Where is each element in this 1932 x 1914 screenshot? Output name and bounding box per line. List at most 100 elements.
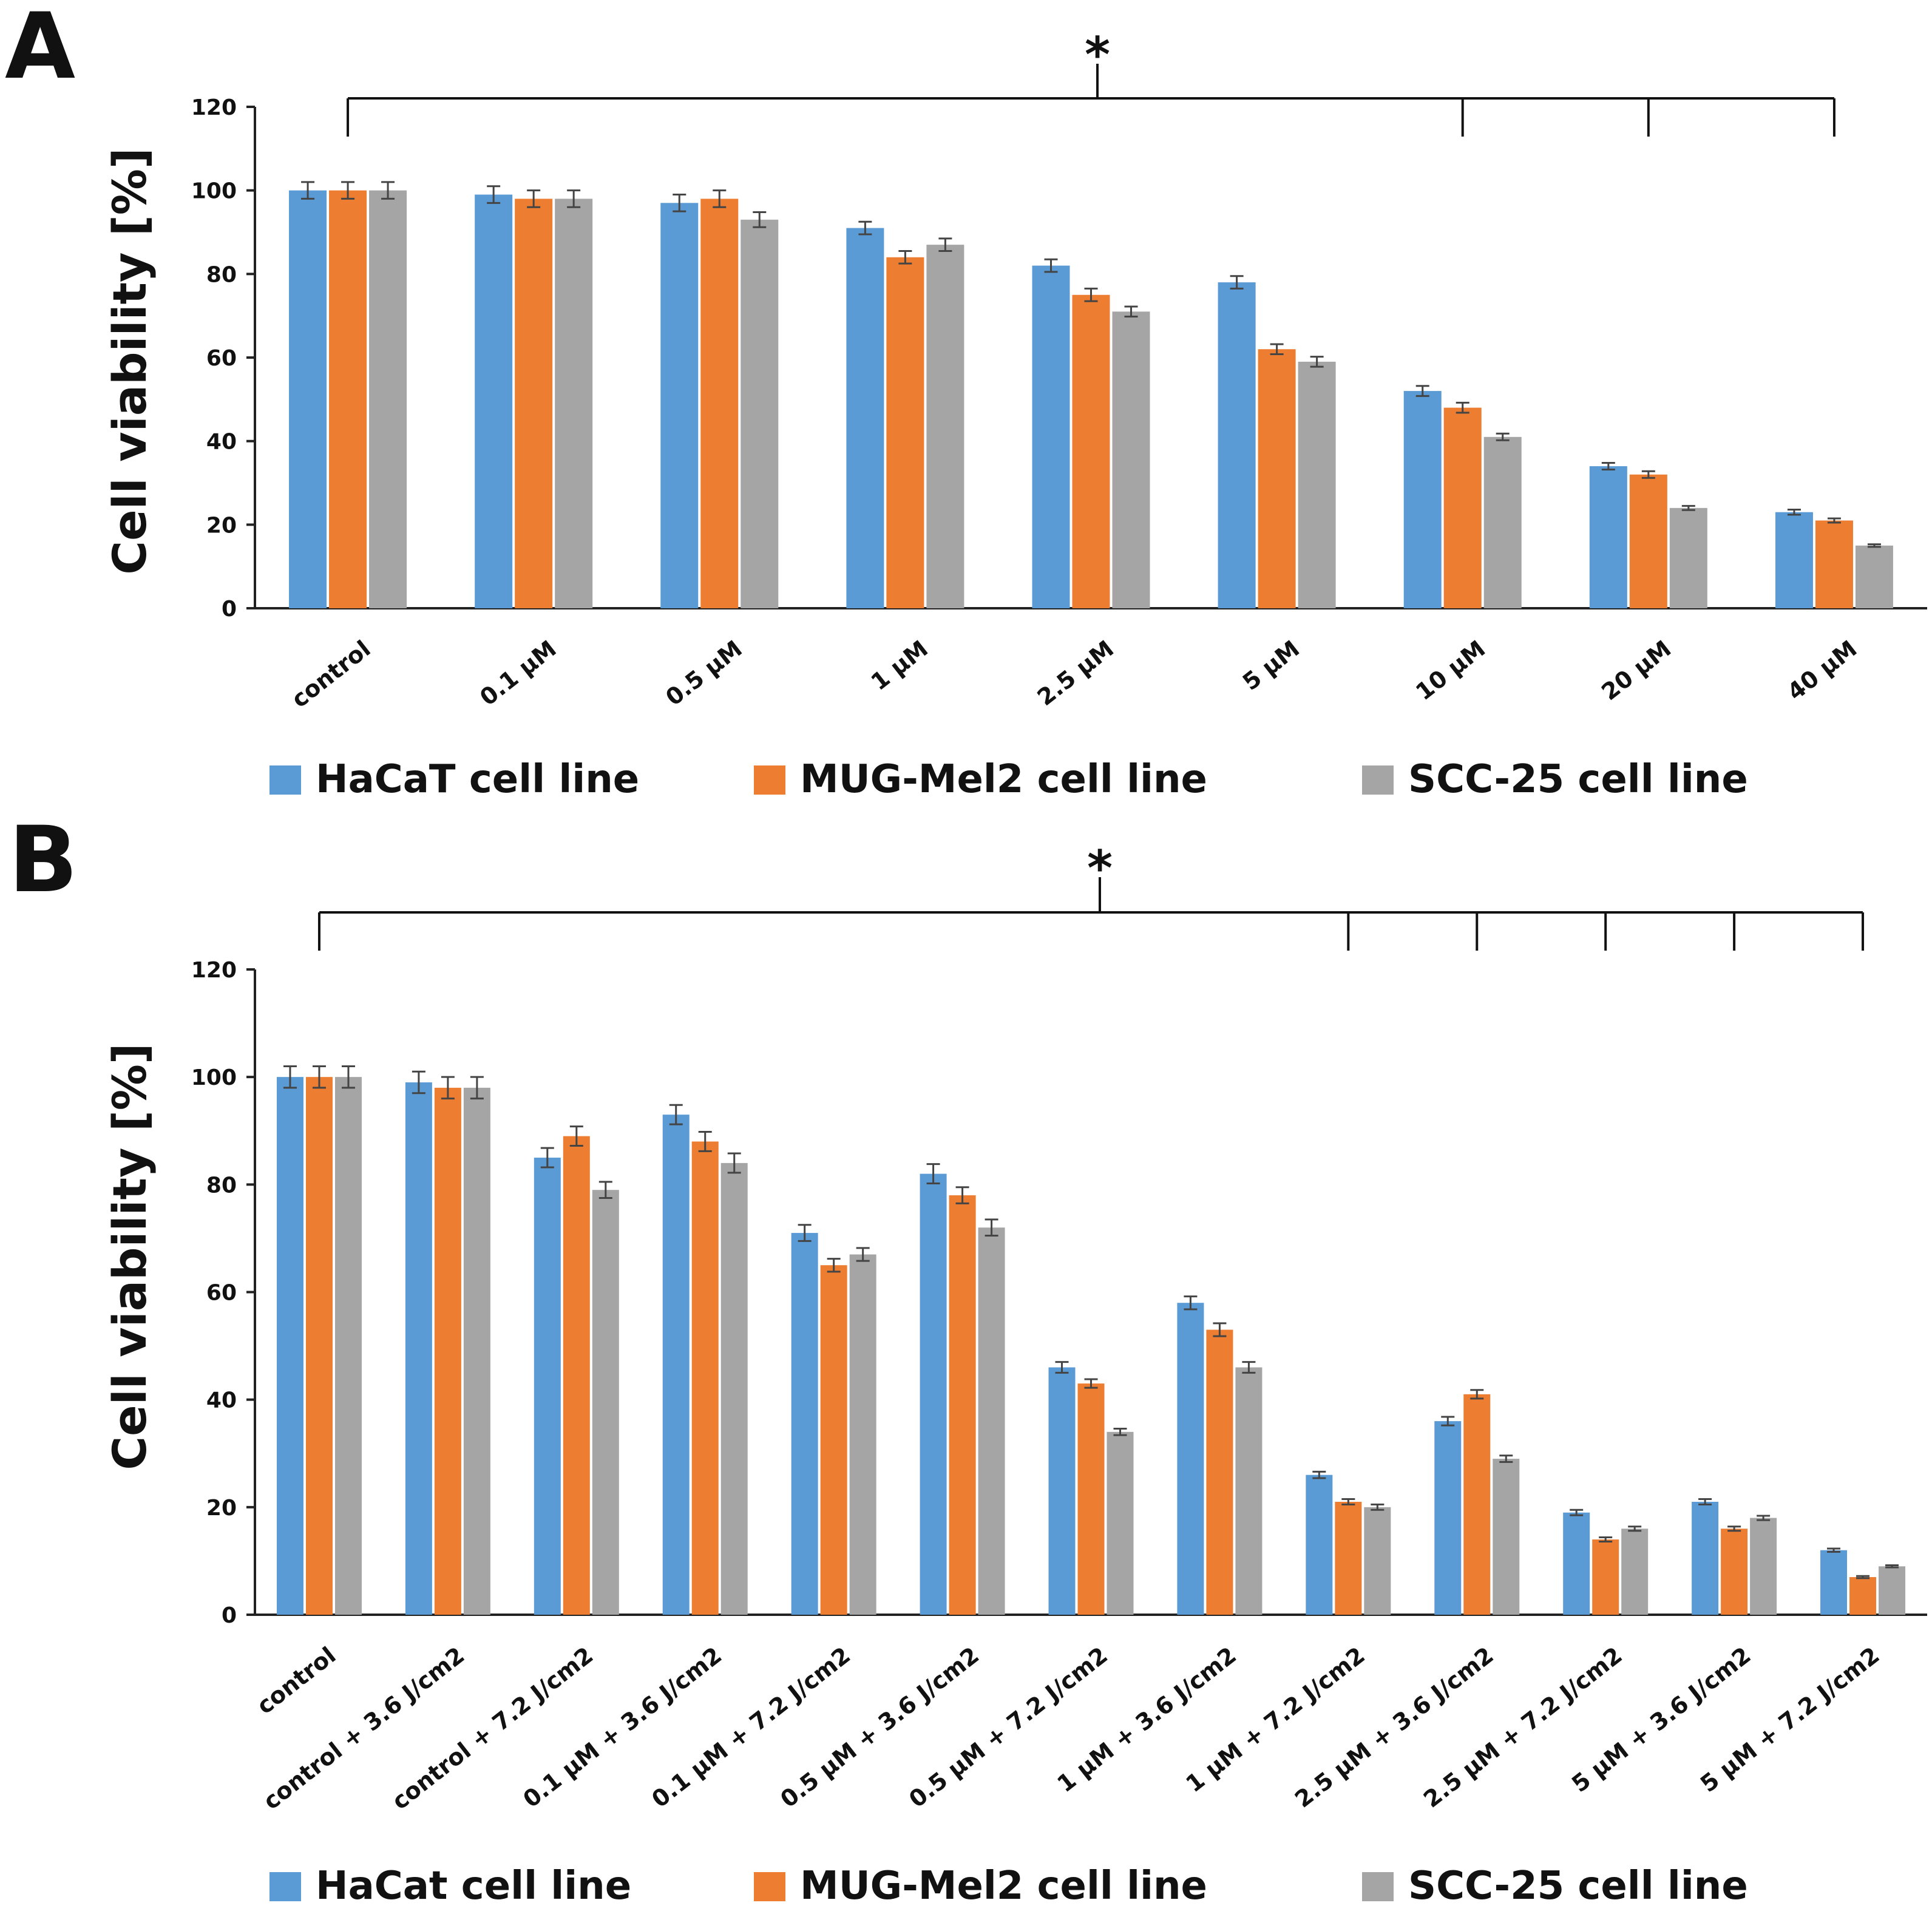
error-bar [1242,1361,1256,1374]
error-bar [713,189,727,208]
bar [369,190,407,609]
legend-swatch [269,765,301,795]
error-bar [669,1104,683,1125]
bar [329,190,367,609]
error-bar [598,1181,612,1199]
error-bar [1270,343,1284,355]
bar [1335,1501,1362,1615]
error-bar [1496,432,1510,441]
bar [949,1195,976,1615]
y-tick-label: 0 [222,597,237,622]
error-bar [1371,1503,1385,1511]
y-tick-label: 0 [222,1603,237,1628]
bar [791,1233,818,1615]
error-bar [827,1258,841,1273]
bar [1669,507,1707,608]
bar [534,1158,561,1615]
bar [1563,1512,1590,1615]
bar [1815,520,1853,608]
y-tick-label: 20 [206,1496,237,1521]
error-bar [955,1186,969,1204]
legend-label: HaCaT cell line [316,757,639,802]
x-category-label: control [252,1641,341,1719]
bar [563,1136,590,1615]
error-bar [1499,1454,1513,1463]
bar [700,199,739,608]
legend-swatch [754,765,785,795]
error-bar [527,189,541,208]
y-tick-label: 120 [191,958,237,983]
bar [305,1077,333,1615]
legend-label: HaCat cell line [316,1864,631,1909]
error-bar [381,181,395,200]
bar [475,194,513,608]
bar [926,245,964,608]
y-tick-label: 100 [191,179,237,204]
y-tick-label: 80 [206,1173,237,1198]
error-bar [1184,1295,1198,1311]
error-bar [1124,305,1138,318]
bar [920,1173,947,1615]
error-bar [283,1065,297,1089]
error-bar [1599,1536,1613,1543]
error-bar [1441,1416,1455,1427]
error-bar [1113,1428,1127,1436]
x-category-label: 5 μM [1238,635,1304,696]
bar [1493,1459,1520,1615]
error-bar [1055,1361,1069,1374]
legend-swatch [1362,765,1394,795]
legend-label: MUG-Mel2 cell line [800,757,1207,802]
error-bar [1213,1322,1227,1337]
error-bar [938,237,952,252]
plot-area-a: 0 20 40 60 80 100 120 control 0.1 μM 0.5 μM 1 μM 2.… [191,95,1927,713]
x-category-label: 0.5 μM [660,635,747,711]
error-bar [1310,356,1324,368]
error-bar [1601,461,1615,470]
error-bar [441,1076,455,1100]
bar [1112,311,1150,608]
bar [1629,474,1667,608]
legend-swatch [269,1872,301,1901]
legend-swatch [1362,1872,1394,1901]
error-bar [1470,1389,1484,1400]
error-bar [798,1224,812,1242]
error-bar [1341,1498,1355,1505]
bar [1443,407,1482,608]
bar [741,219,779,609]
error-bar [856,1247,870,1262]
bar [849,1254,876,1615]
bar [1032,265,1070,609]
error-bar [301,181,315,200]
bar [978,1227,1005,1615]
error-bar [1827,517,1841,524]
bar [1879,1566,1906,1615]
bar [720,1162,748,1615]
error-bar [1827,1547,1841,1553]
legend-label: SCC-25 cell line [1408,1864,1748,1909]
error-bar [1727,1525,1741,1532]
panel-a: A * Cell viability [%] 020406080100120co… [5,0,1927,802]
bar [1721,1529,1748,1615]
bar [1235,1367,1263,1615]
x-category-label: 10 μM [1411,635,1490,705]
y-tick-label: 60 [206,346,237,371]
bar [1750,1518,1777,1615]
error-bar [1787,509,1801,516]
x-category-label: control + 7.2 J/cm2 [387,1641,598,1814]
error-bar [540,1147,554,1169]
error-bar [1084,287,1098,302]
error-bar [1044,258,1058,273]
x-category-label: 40 μM [1782,635,1862,705]
error-bar [1757,1515,1771,1521]
legend-swatch [754,1872,785,1901]
panel-letter-a: A [5,0,75,100]
y-axis-label-b: Cell viability [%] [103,1043,157,1470]
bar [662,1115,690,1615]
y-tick-label: 20 [206,513,237,538]
bar [1107,1431,1134,1615]
error-bar [312,1065,326,1089]
bar [1621,1529,1649,1615]
legend-b: HaCat cell line MUG-Mel2 cell line SCC-25 … [269,1864,1748,1909]
